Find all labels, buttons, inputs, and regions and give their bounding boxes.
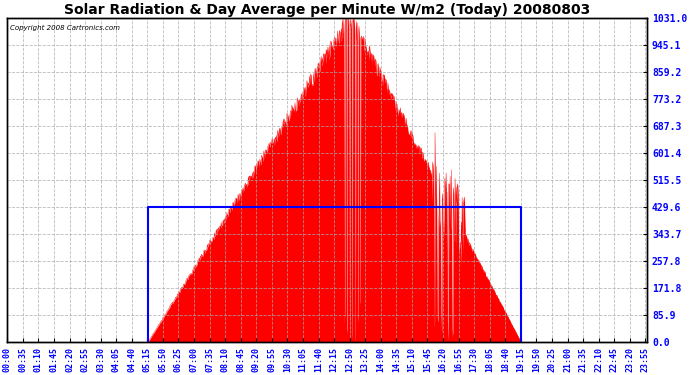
Title: Solar Radiation & Day Average per Minute W/m2 (Today) 20080803: Solar Radiation & Day Average per Minute… bbox=[64, 3, 591, 17]
Text: Copyright 2008 Cartronics.com: Copyright 2008 Cartronics.com bbox=[10, 24, 121, 30]
